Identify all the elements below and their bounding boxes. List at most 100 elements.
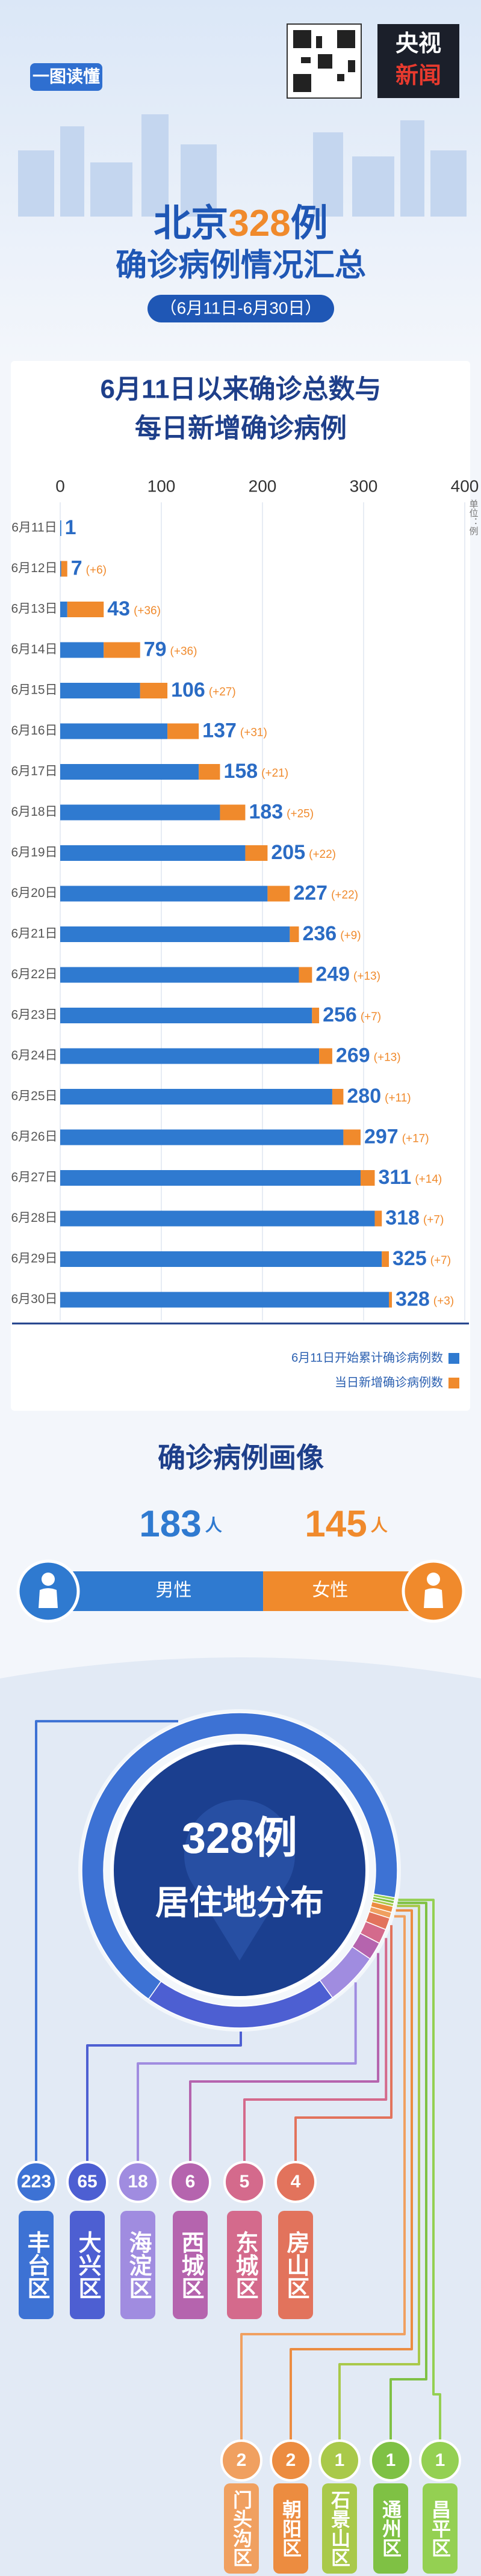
value-badge [117,2161,159,2203]
male-unit: 人 [205,1516,222,1535]
title-number: 328 [228,203,290,244]
value-badge [370,2439,412,2482]
bar-segment [343,1129,361,1145]
bar-segment [312,1008,320,1023]
connector [86,2031,242,2162]
bar-segment [60,723,168,739]
category-label: 6月26日 [11,1130,57,1144]
bar-segment [332,1089,344,1105]
date-pill [147,295,334,322]
district-pill [224,2483,259,2574]
total-label: 7 [71,556,82,579]
value-badge [223,2161,265,2203]
bar-segment [60,967,299,983]
x-tick-label: 300 [350,476,378,495]
category-label: 6月30日 [11,1292,57,1306]
bar-segment [60,886,268,902]
connector [35,1720,178,2162]
bar-segment [104,642,140,658]
person-icon-body [39,1588,58,1608]
skyline [18,114,467,217]
connector [137,1982,357,2162]
value-label: (+21) [261,767,288,780]
value-label: (+13) [374,1052,401,1064]
legend-label: 当日新增确诊病例数 [335,1375,443,1389]
category-label: 6月20日 [11,886,57,900]
total-label: 249 [315,963,350,985]
bar-segment [60,683,140,698]
gender-bar: 男性 女性 [16,1559,465,1623]
district-name: 东城区 [232,2231,258,2299]
value-badge [66,2161,108,2203]
main-title: 北京328例 [154,203,327,244]
district-name: 房山区 [283,2231,309,2299]
total-label: 297 [364,1125,399,1148]
x-tick-label: 400 [451,476,479,495]
district-pill [227,2211,262,2319]
value-label: (+9) [340,929,361,942]
male-bar [48,1571,264,1611]
total-label: 1 [65,516,76,539]
map-pin [184,1799,295,1961]
total-label: 43 [107,597,130,620]
district-name: 西城区 [178,2231,204,2299]
value-label: (+7) [430,1254,451,1267]
district-name: 门头沟区 [231,2490,252,2567]
category-label: 6月28日 [11,1211,57,1225]
category-label: 6月15日 [11,683,57,697]
legend-label: 6月11日开始累计确诊病例数 [291,1351,443,1364]
value-label: (+17) [402,1133,429,1145]
value-badge [318,2439,361,2482]
total-label: 183 [249,800,283,823]
bar-segment [61,561,67,577]
value-label: (+11) [385,1092,411,1105]
total-label: 269 [336,1044,370,1067]
bar-segment [290,926,299,942]
district-pill [278,2211,313,2319]
x-tick-label: 100 [147,476,176,495]
district-value: 6 [185,2172,196,2192]
value-label: (+36) [170,646,197,658]
district-value: 2 [237,2450,247,2470]
value-label: (+31) [240,727,267,739]
male-number: 183 [139,1503,201,1545]
bar-segment [245,845,268,861]
person-icon-head [427,1573,440,1586]
district-value: 4 [291,2172,301,2192]
value-badge [275,2161,317,2203]
category-label: 6月23日 [11,1008,57,1022]
total-label: 280 [347,1085,381,1108]
bar-segment [220,804,246,821]
category-label: 6月29日 [11,1252,57,1266]
bar-segment [60,764,199,780]
bar-segment [60,845,246,861]
x-tick-label: 0 [55,476,65,495]
bar-segment [60,642,104,658]
bar-segment [319,1048,332,1064]
x-tick-label: 200 [249,476,277,495]
person-icon-body [424,1588,443,1608]
female-label: 女性 [312,1580,349,1600]
district-value: 5 [240,2172,250,2192]
badge-text: 一图读懂 [33,67,100,85]
chart-title: 每日新增确诊病例 [135,414,347,443]
district-pill [322,2483,357,2574]
connector [290,1909,413,2441]
connector [398,1899,441,2441]
female-count: 145 人 [305,1503,387,1545]
value-badge [419,2439,461,2482]
bar-segment [60,561,61,577]
bar-segment [60,926,290,942]
center-total: 328例 [182,1814,297,1863]
value-label: (+36) [134,605,161,617]
logo-bottom: 新闻 [396,63,441,88]
total-label: 318 [385,1206,420,1229]
bar-segment [389,1292,393,1308]
legend-swatch [448,1378,459,1388]
bar-segment [167,723,199,739]
bar-segment [60,1210,375,1227]
category-label: 6月18日 [11,805,57,819]
bar-segment [140,683,168,698]
unit-label: 单位：例 [468,499,479,536]
